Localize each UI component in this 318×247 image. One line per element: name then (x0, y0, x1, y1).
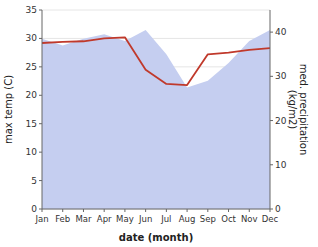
x-tick (187, 209, 188, 212)
grid-line (42, 10, 270, 11)
y-tick (39, 180, 42, 181)
y2-tick (270, 32, 273, 33)
x-tick-label: Aug (179, 214, 196, 224)
grid-line (42, 209, 270, 210)
chart: 0 5 10 15 20 25 30 35 0 10 20 30 40 Jan Feb Mar Apr May Ju… (0, 0, 318, 247)
y-tick-label: 25 (26, 62, 37, 72)
plot-area (42, 30, 270, 209)
y-tick-label: 20 (26, 90, 38, 100)
temperature-line (42, 37, 270, 85)
x-tick (62, 209, 63, 212)
y-tick (39, 95, 42, 96)
x-tick (207, 209, 208, 212)
y2-tick-label: 20 (275, 116, 287, 126)
y2-tick (270, 120, 273, 121)
x-tick-label: Oct (221, 214, 236, 224)
x-tick (83, 209, 84, 212)
x-tick-label: Apr (97, 214, 112, 224)
grid-line (42, 38, 270, 39)
y2-tick-label: 10 (275, 160, 287, 170)
y2-axis-label: med. precipitation(kg/m2) (287, 64, 309, 156)
y2-axis-line (270, 10, 271, 209)
x-tick (228, 209, 229, 212)
y2-axis-label-line: med. precipitation (298, 64, 309, 156)
x-tick (270, 209, 271, 212)
x-tick-label: Nov (241, 214, 258, 224)
grid (42, 10, 270, 209)
x-tick-label: May (116, 214, 134, 224)
x-tick-label: Sep (200, 214, 216, 224)
x-tick (145, 209, 146, 212)
x-axis-line (42, 209, 270, 210)
y2-tick (270, 76, 273, 77)
y-tick-label: 0 (31, 204, 37, 214)
precipitation-area (42, 30, 270, 209)
y-tick (39, 10, 42, 11)
x-tick (249, 209, 250, 212)
x-tick-label: Mar (75, 214, 92, 224)
y-tick (39, 123, 42, 124)
y-tick-label: 35 (26, 5, 37, 15)
y-tick (39, 38, 42, 39)
y-axis-line (42, 10, 43, 209)
axes (39, 10, 273, 212)
x-tick (124, 209, 125, 212)
y2-tick-label: 0 (275, 204, 281, 214)
x-tick-label: Jun (138, 214, 152, 224)
x-tick-label: Jan (34, 214, 48, 224)
x-tick (104, 209, 105, 212)
x-tick-label: Jul (160, 214, 171, 224)
y-axis-label: max temp (C) (3, 75, 14, 144)
y2-tick-label: 30 (275, 71, 287, 81)
y-tick (39, 66, 42, 67)
y-tick-label: 15 (26, 119, 37, 129)
x-tick-label: Dec (262, 214, 279, 224)
y-tick-label: 10 (26, 147, 38, 157)
y-tick-label: 30 (26, 33, 38, 43)
y2-tick-label: 40 (275, 27, 287, 37)
y2-tick (270, 164, 273, 165)
x-tick (166, 209, 167, 212)
y-tick (39, 152, 42, 153)
x-tick (42, 209, 43, 212)
x-tick-label: Feb (55, 214, 70, 224)
y2-axis-label-line: (kg/m2) (287, 90, 298, 130)
x-axis-label: date (month) (119, 232, 193, 243)
y-tick-label: 5 (31, 176, 37, 186)
